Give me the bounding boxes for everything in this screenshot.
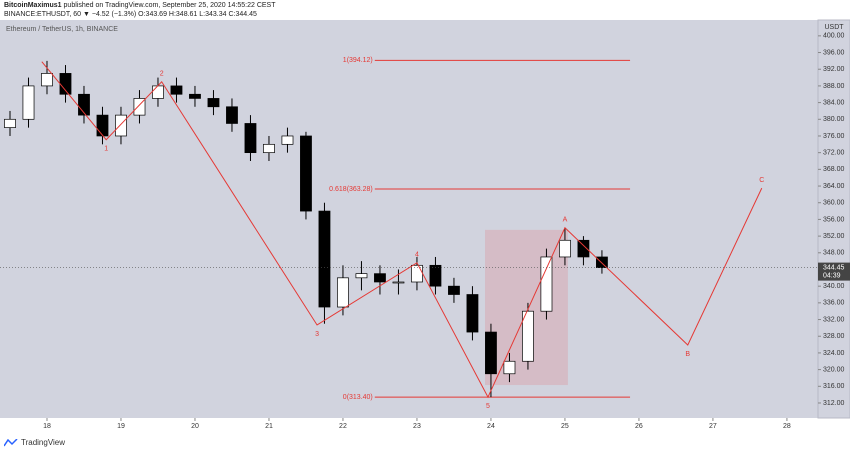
- last-price-box: [818, 262, 850, 281]
- candle-body: [522, 310, 534, 362]
- candle-body: [337, 277, 349, 308]
- y-tick-label: 376.00: [823, 133, 845, 140]
- candle-body: [466, 294, 479, 333]
- candle-body: [596, 256, 608, 268]
- candle-body: [448, 285, 460, 295]
- y-tick-label: 324.00: [823, 350, 845, 357]
- y-tick-label: 360.00: [823, 200, 845, 207]
- wave-label: 4: [415, 252, 419, 259]
- footer: TradingView: [4, 438, 65, 447]
- fib-label: 0.618(363.28): [329, 186, 373, 193]
- countdown: 04:39: [823, 272, 841, 279]
- x-tick-label: 28: [783, 423, 791, 430]
- candle-body: [392, 281, 405, 284]
- candle-body: [355, 273, 368, 279]
- x-tick-label: 24: [487, 423, 495, 430]
- candle-body: [503, 360, 516, 375]
- wave-label: A: [563, 217, 568, 224]
- candle-body: [226, 106, 238, 124]
- wave-label: B: [685, 351, 690, 358]
- candle-body: [244, 123, 257, 154]
- publisher: BitcoinMaximus1: [4, 2, 62, 9]
- candle-body: [374, 273, 386, 283]
- y-tick-label: 400.00: [823, 33, 845, 40]
- footer-text: TradingView: [21, 438, 66, 447]
- candle-body: [281, 135, 294, 145]
- wave-label: C: [759, 177, 764, 184]
- wave-label: 5: [486, 403, 490, 410]
- x-tick-label: 20: [191, 423, 199, 430]
- y-tick-label: 316.00: [823, 383, 845, 390]
- x-tick-label: 27: [709, 423, 717, 430]
- logo: [4, 438, 18, 446]
- x-tick-label: 23: [413, 423, 421, 430]
- candle-body: [429, 264, 442, 287]
- candle-body: [485, 331, 497, 375]
- y-tick-label: 348.00: [823, 250, 845, 257]
- candle-body: [133, 98, 146, 116]
- wave-label: 1: [104, 146, 108, 153]
- highlight-box: [485, 229, 568, 386]
- candle-body: [170, 85, 183, 95]
- y-tick-label: 392.00: [823, 66, 845, 73]
- candle-body: [96, 114, 109, 137]
- y-tick-label: 368.00: [823, 166, 845, 173]
- wave-label: 3: [315, 331, 319, 338]
- header: BitcoinMaximus1 published on TradingView…: [4, 1, 275, 19]
- candle-body: [152, 85, 164, 99]
- y-tick-label: 332.00: [823, 316, 845, 323]
- wave-line: [41, 61, 763, 399]
- y-label: USDT: [824, 24, 844, 31]
- y-tick-label: 384.00: [823, 99, 845, 106]
- wave-label: 2: [160, 71, 164, 78]
- candle-body: [540, 256, 553, 312]
- x-tick-label: 22: [339, 423, 347, 430]
- fib-label: 0(313.40): [343, 394, 373, 401]
- candle-body: [115, 114, 127, 137]
- y-tick-label: 328.00: [823, 333, 845, 340]
- published: published on TradingView.com, September …: [63, 2, 276, 9]
- candle-body: [4, 118, 16, 128]
- y-tick-label: 320.00: [823, 366, 845, 373]
- y-tick-label: 312.00: [823, 400, 845, 407]
- candle-body: [263, 143, 275, 154]
- y-tick-label: 380.00: [823, 116, 845, 123]
- candle-body: [559, 239, 571, 258]
- candle-body: [577, 239, 590, 258]
- y-tick-label: 372.00: [823, 150, 845, 157]
- candle-body: [318, 210, 331, 308]
- plot-bg: [0, 20, 818, 418]
- y-tick-label: 396.00: [823, 49, 845, 56]
- candle-body: [41, 73, 53, 87]
- candle-body: [22, 85, 35, 120]
- candle-body: [207, 98, 220, 108]
- x-tick-label: 26: [635, 423, 643, 430]
- chart-title: Ethereum / TetherUS, 1h, BINANCE: [6, 26, 118, 33]
- y-tick-label: 364.00: [823, 183, 845, 190]
- last-price-label: 344.45: [823, 264, 845, 271]
- y-tick-label: 340.00: [823, 283, 845, 290]
- x-tick-label: 19: [117, 423, 125, 430]
- y-tick-label: 356.00: [823, 216, 845, 223]
- candle-body: [300, 135, 312, 212]
- chart: Ethereum / TetherUS, 1h, BINANCE USDT 31…: [0, 19, 850, 430]
- fib-label: 1(394.12): [343, 57, 373, 64]
- x-tick-label: 21: [265, 423, 273, 430]
- y-tick-label: 388.00: [823, 83, 845, 90]
- candle-body: [189, 93, 201, 99]
- x-tick-label: 25: [561, 423, 569, 430]
- symbol: BINANCE:ETHUSDT, 60: [4, 11, 82, 18]
- candle-body: [78, 93, 90, 116]
- y-tick-label: 336.00: [823, 300, 845, 307]
- x-tick-label: 18: [43, 423, 51, 430]
- y-tick-label: 352.00: [823, 233, 845, 240]
- quote: ▼ −4.52 (−1.3%) O:343.69 H:348.61 L:343.…: [82, 11, 257, 18]
